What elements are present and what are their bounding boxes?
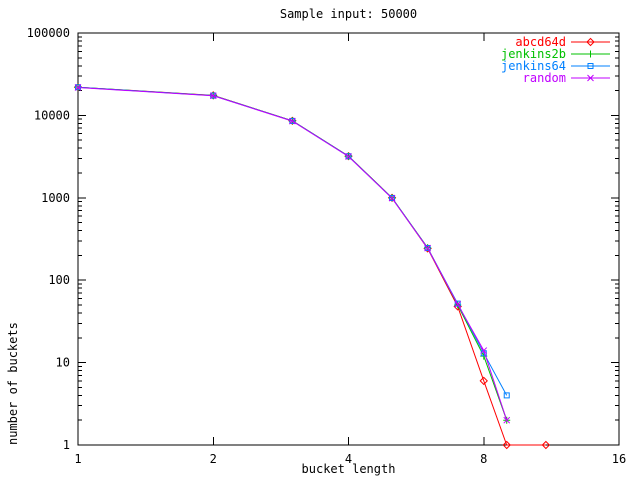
square-marker-jenkins64 (454, 300, 461, 307)
square-marker-jenkins64 (503, 392, 510, 399)
legend-label-abcd64d: abcd64d (515, 35, 566, 49)
square-marker-jenkins64 (345, 153, 352, 160)
chart-title: Sample input: 50000 (279, 7, 418, 21)
plot-border (77, 32, 620, 446)
diamond-marker-abcd64d (586, 37, 595, 47)
series-line-jenkins64 (77, 86, 508, 396)
x-tick-label: 1 (74, 452, 81, 466)
y-tick-label: 100 (48, 273, 70, 287)
y-tick-label: 1 (63, 438, 70, 452)
x-tick-label: 16 (612, 452, 626, 466)
x-marker-random (388, 194, 396, 202)
diamond-marker-abcd64d (541, 440, 551, 450)
y-tick-label: 10 (56, 356, 70, 370)
x-marker-random (503, 416, 511, 424)
plus-marker-jenkins2b (587, 50, 594, 58)
x-tick-label: 2 (210, 452, 217, 466)
y-tick-label: 1000 (41, 191, 70, 205)
square-marker-jenkins64 (389, 194, 396, 201)
x-marker-random (424, 244, 431, 252)
y-tick-label: 100000 (27, 26, 70, 40)
square-marker-jenkins64 (289, 117, 296, 124)
x-marker-random (289, 117, 296, 125)
x-marker-random (209, 92, 217, 100)
x-tick-label: 4 (345, 452, 352, 466)
y-tick-label: 10000 (34, 108, 70, 122)
diamond-marker-abcd64d (479, 376, 488, 386)
x-tick-label: 8 (480, 452, 487, 466)
square-marker-jenkins64 (424, 244, 431, 251)
x-marker-random (480, 347, 488, 354)
diamond-marker-abcd64d (453, 302, 462, 311)
legend-label-random: random (523, 71, 566, 85)
square-marker-jenkins64 (587, 63, 594, 69)
x-marker-random (345, 153, 352, 160)
series-line-jenkins2b (77, 86, 508, 421)
x-marker-random (587, 74, 594, 82)
series-line-random (77, 87, 508, 421)
legend-label-jenkins64: jenkins64 (501, 59, 566, 73)
diamond-marker-abcd64d (502, 440, 511, 450)
series-line-abcd64d (77, 86, 546, 446)
legend-label-jenkins2b: jenkins2b (501, 47, 566, 61)
x-marker-random (454, 300, 462, 308)
x-marker-random (74, 84, 82, 91)
x-axis-label: bucket length (301, 462, 396, 476)
